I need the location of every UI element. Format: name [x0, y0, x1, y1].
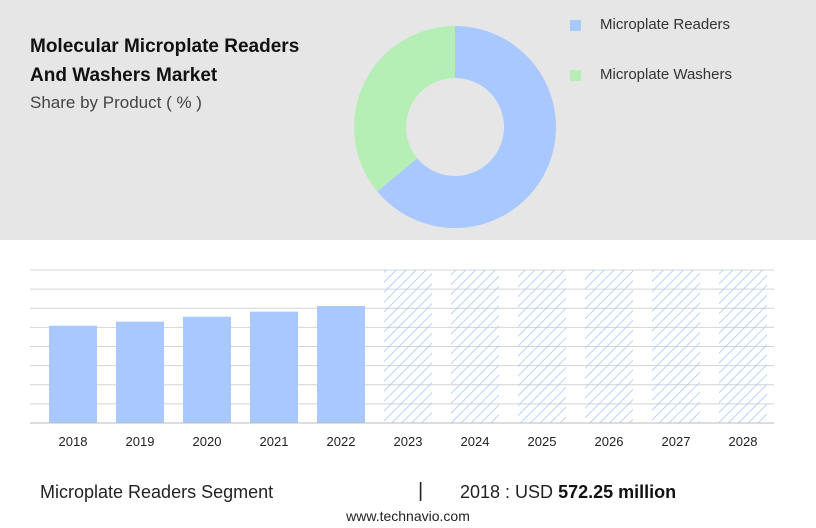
chart-subtitle: Share by Product ( % ) [30, 93, 202, 112]
bar-2021 [250, 311, 298, 423]
bar-2019 [116, 321, 164, 423]
bar-forecast-2023 [384, 270, 432, 423]
x-tick-label: 2025 [528, 434, 557, 449]
bar-2020 [183, 316, 231, 423]
footer-separator: | [418, 480, 424, 502]
x-tick-label: 2027 [662, 434, 691, 449]
bar-forecast-2025 [518, 270, 566, 423]
x-tick-label: 2026 [595, 434, 624, 449]
donut-slice-microplate-washers [354, 26, 455, 192]
segment-value: 2018 : USD 572.25 million [460, 482, 676, 503]
legend-label-readers: Microplate Readers [600, 16, 731, 33]
bar-2018 [49, 325, 97, 423]
segment-year-label: 2018 : USD [460, 482, 554, 502]
bar-forecast-2027 [652, 270, 700, 423]
bar-forecast-2028 [719, 270, 767, 423]
chart-title-line-2: And Washers Market [30, 65, 218, 86]
bar-forecast-2026 [585, 270, 633, 423]
bar-forecast-2024 [451, 270, 499, 423]
donut-slice-microplate-readers [377, 26, 556, 228]
x-tick-label: 2019 [126, 434, 155, 449]
x-tick-label: 2024 [461, 434, 490, 449]
segment-value-amount: 572.25 million [558, 482, 677, 502]
x-tick-label: 2023 [394, 434, 423, 449]
x-tick-label: 2022 [327, 434, 356, 449]
bar-chart: 2018 2019 2020 2021 2022 2023 2024 2025 2026 2027… [30, 269, 774, 449]
chart-title: Molecular Microplate Readers And Washers… [30, 32, 360, 90]
legend-swatch-readers [570, 20, 581, 31]
chart-title-line-1: Molecular Microplate Readers [30, 36, 300, 57]
legend-swatch-washers [570, 70, 581, 81]
x-tick-label: 2028 [729, 434, 758, 449]
legend-label-washers: Microplate Washers [600, 66, 732, 83]
x-tick-label: 2020 [193, 434, 222, 449]
bar-2022 [317, 306, 365, 423]
segment-label: Microplate Readers Segment [40, 482, 274, 502]
x-tick-label: 2021 [260, 434, 289, 449]
donut-chart [354, 26, 556, 228]
website-link[interactable]: www.technavio.com [346, 508, 470, 524]
x-tick-label: 2018 [59, 434, 88, 449]
